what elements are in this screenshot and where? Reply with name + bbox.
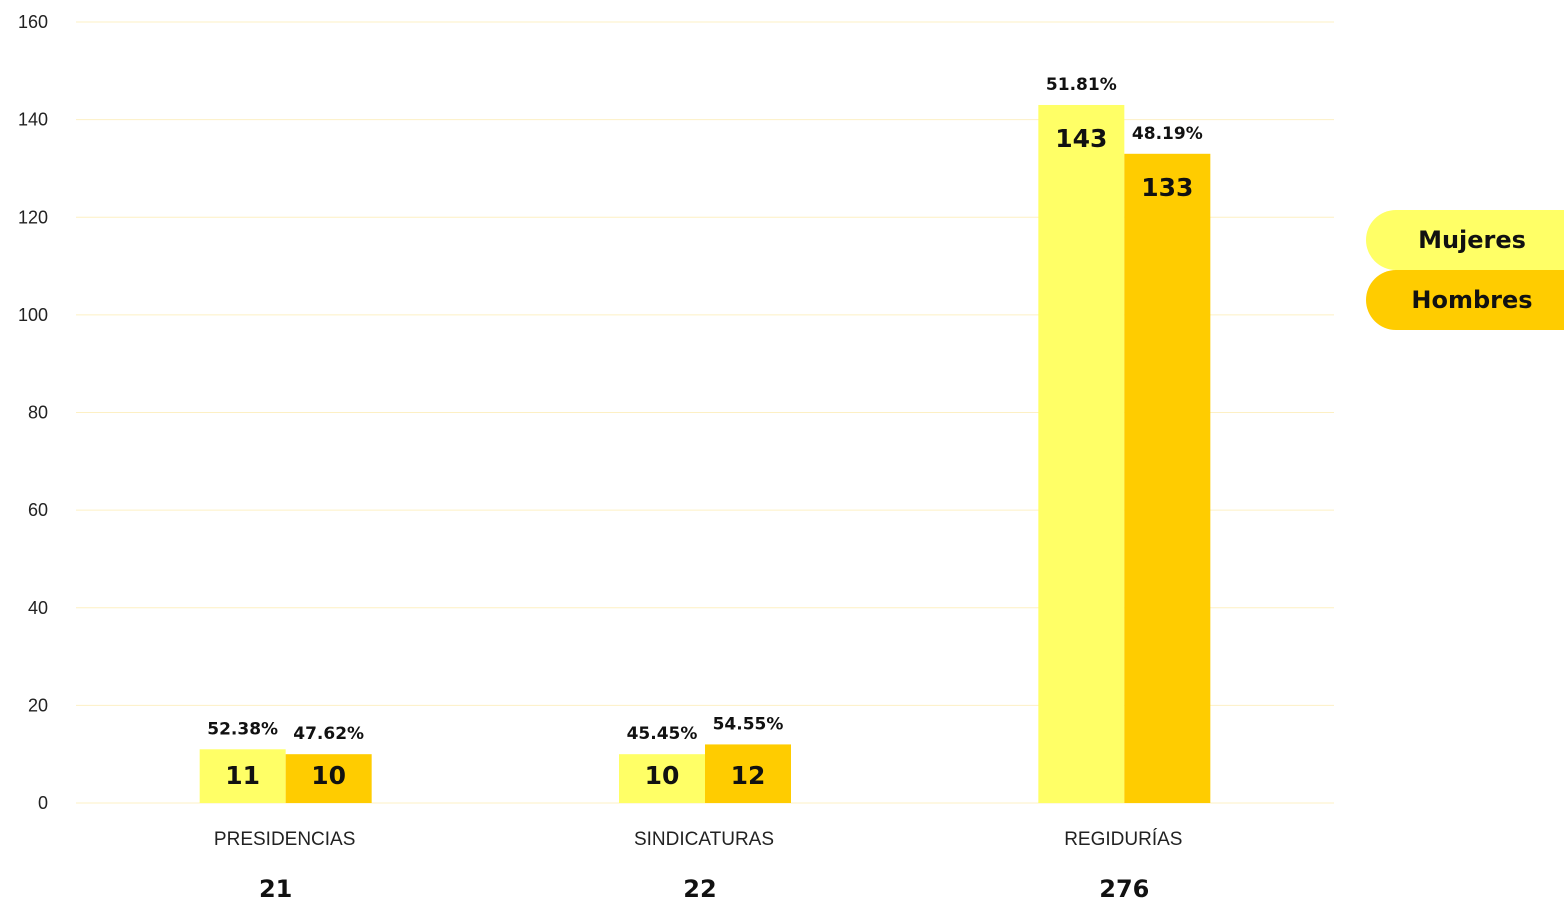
category-total-label: 22: [683, 875, 716, 902]
category-total-label: 276: [1099, 875, 1149, 902]
bar-value-label: 143: [1055, 124, 1107, 153]
y-tick-label: 20: [28, 695, 48, 715]
bar-percent-label: 48.19%: [1132, 124, 1203, 144]
bar-value-label: 11: [225, 761, 260, 790]
y-tick-label: 160: [18, 12, 48, 32]
y-tick-label: 0: [38, 793, 48, 813]
bar-value-label: 133: [1141, 173, 1193, 202]
x-category-label: SINDICATURAS: [634, 829, 774, 850]
y-tick-label: 140: [18, 110, 48, 130]
bar-value-label: 12: [731, 761, 766, 790]
legend-label-hombres: Hombres: [1411, 286, 1533, 314]
y-tick-label: 40: [28, 598, 48, 618]
gridlines: [76, 21, 1334, 804]
y-tick-label: 80: [28, 403, 48, 423]
bar-percent-label: 54.55%: [713, 714, 784, 734]
bar-percent-label: 47.62%: [293, 724, 364, 744]
legend-item-hombres: Hombres: [1366, 270, 1564, 330]
bar-mujeres: [199, 749, 286, 803]
bars: 11 52.38% 10 47.62% 10 45.45% 12 54.55% 143 51.81…: [199, 75, 1211, 803]
x-axis: PRESIDENCIAS 21 SINDICATURAS 22 REGIDURÍAS 27…: [214, 829, 1183, 902]
bar-hombres: [1124, 153, 1211, 803]
bar-percent-label: 52.38%: [207, 719, 278, 739]
y-tick-label: 120: [18, 207, 48, 227]
bar-value-label: 10: [645, 761, 680, 790]
bar-mujeres: [1038, 104, 1125, 803]
legend-item-mujeres: Mujeres: [1366, 210, 1564, 270]
y-tick-label: 60: [28, 500, 48, 520]
bar-hombres: [705, 744, 791, 803]
bar-value-label: 10: [311, 761, 346, 790]
legend: Mujeres Hombres: [1366, 210, 1564, 330]
bar-percent-label: 51.81%: [1046, 75, 1117, 95]
x-category-label: PRESIDENCIAS: [214, 829, 355, 850]
category-total-label: 21: [259, 875, 292, 902]
y-axis: 0 20 40 60 80 100 120 140 160: [18, 12, 48, 813]
bar-mujeres: [619, 754, 705, 803]
bar-hombres: [285, 754, 372, 803]
bar-percent-label: 45.45%: [627, 724, 698, 744]
legend-label-mujeres: Mujeres: [1418, 226, 1526, 254]
y-tick-label: 100: [18, 305, 48, 325]
x-category-label: REGIDURÍAS: [1064, 829, 1182, 850]
